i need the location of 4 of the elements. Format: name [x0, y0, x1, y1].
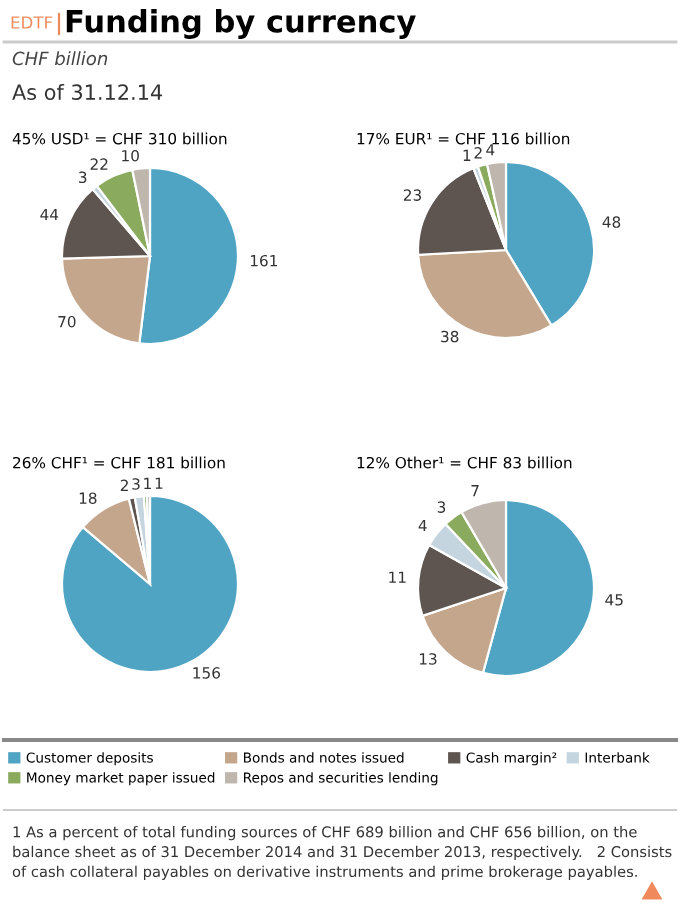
text: As of 31.12.14 [12, 83, 163, 101]
text: EDTF [11, 16, 53, 29]
text: Funding by currency [66, 9, 416, 39]
text: CHF billion [12, 51, 108, 66]
